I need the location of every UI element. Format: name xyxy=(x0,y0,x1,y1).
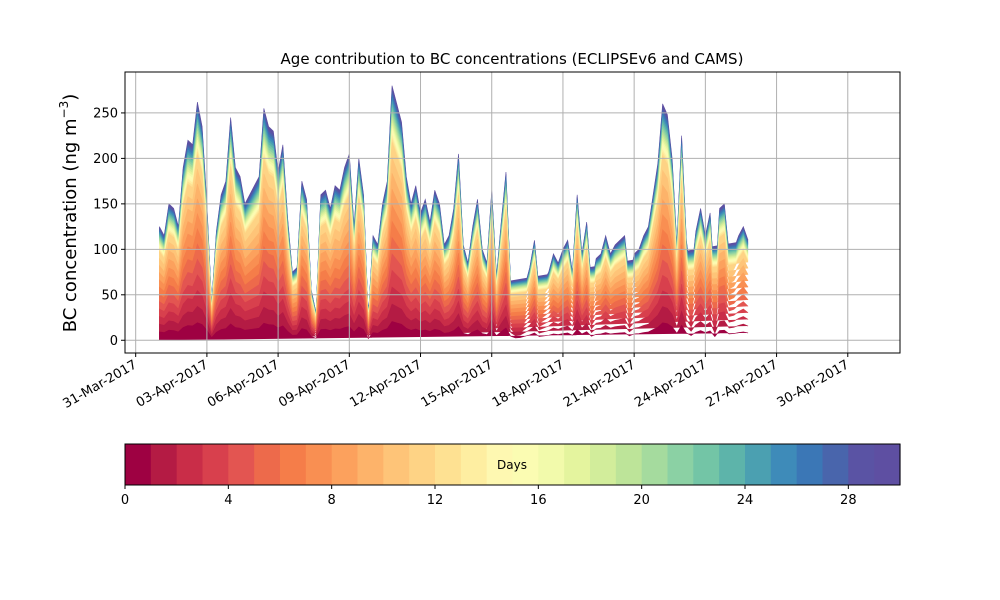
x-tick-label: 24-Apr-2017 xyxy=(632,357,709,410)
colorbar-cell xyxy=(305,444,333,485)
colorbar: Days 0 4 8 12 16 20 24 28 xyxy=(121,443,901,508)
colorbar-tick-label: 8 xyxy=(328,493,336,508)
x-tick-label: 15-Apr-2017 xyxy=(419,357,496,410)
age-band-0-1-days xyxy=(159,321,749,341)
colorbar-cell xyxy=(331,444,359,485)
colorbar-cell xyxy=(512,444,539,485)
colorbar-cell xyxy=(435,444,462,485)
y-tick-label: 150 xyxy=(93,197,118,212)
colorbar-cell xyxy=(486,444,514,485)
colorbar-cell xyxy=(641,444,669,485)
stacked-age-bands xyxy=(159,85,749,341)
x-tick-label: 03-Apr-2017 xyxy=(134,357,211,410)
colorbar-cell xyxy=(383,444,410,485)
colorbar-cell xyxy=(228,444,255,485)
colorbar-cell xyxy=(719,444,746,485)
gridlines xyxy=(125,72,900,353)
plot-frame xyxy=(124,71,901,354)
colorbar-cell xyxy=(667,444,694,485)
colorbar-cell xyxy=(874,444,901,485)
x-tick-label: 21-Apr-2017 xyxy=(561,357,638,410)
colorbar-tick-label: 16 xyxy=(530,493,547,508)
y-tick-label: 250 xyxy=(93,106,118,121)
y-axis-label-close: ) xyxy=(60,94,81,101)
colorbar-cell xyxy=(822,444,849,485)
colorbar-cell xyxy=(357,444,384,485)
colorbar-cell xyxy=(125,444,152,485)
colorbar-cell xyxy=(770,444,798,485)
colorbar-cell xyxy=(590,444,617,485)
x-axis-ticks: 31-Mar-201703-Apr-201706-Apr-201709-Apr-… xyxy=(61,353,852,412)
colorbar-cell xyxy=(460,444,488,485)
colorbar-cell xyxy=(280,444,307,485)
colorbar-label: Days xyxy=(497,458,527,472)
colorbar-tick-label: 0 xyxy=(121,493,129,508)
colorbar-cell xyxy=(254,444,281,485)
y-tick-label: 200 xyxy=(93,152,118,167)
x-tick-label: 18-Apr-2017 xyxy=(490,357,567,410)
colorbar-ticks: 0 4 8 12 16 20 24 28 xyxy=(121,485,857,508)
colorbar-tick-label: 28 xyxy=(840,493,857,508)
y-axis-label-superscript: −3 xyxy=(57,101,71,119)
colorbar-cell xyxy=(615,444,643,485)
colorbar-cell xyxy=(693,444,720,485)
colorbar-cell xyxy=(796,444,824,485)
colorbar-cell xyxy=(202,444,229,485)
y-axis-label-main: BC concentration (ng m xyxy=(60,118,81,332)
colorbar-cell xyxy=(409,444,436,485)
x-tick-label: 31-Mar-2017 xyxy=(61,357,140,411)
chart-title: Age contribution to BC concentrations (E… xyxy=(281,50,744,68)
y-axis-ticks: 0 50 100 150 200 250 xyxy=(93,106,125,349)
colorbar-tick-label: 20 xyxy=(633,493,650,508)
x-tick-label: 27-Apr-2017 xyxy=(703,357,780,410)
y-tick-label: 50 xyxy=(101,288,118,303)
x-tick-label: 30-Apr-2017 xyxy=(775,357,852,410)
y-tick-label: 0 xyxy=(110,334,118,349)
x-tick-label: 09-Apr-2017 xyxy=(276,357,353,410)
colorbar-tick-label: 4 xyxy=(224,493,232,508)
colorbar-cell xyxy=(176,444,204,485)
colorbar-cell xyxy=(745,444,772,485)
colorbar-cell xyxy=(538,444,565,485)
colorbar-cell xyxy=(150,444,178,485)
colorbar-cell xyxy=(564,444,591,485)
colorbar-frame xyxy=(124,443,901,486)
y-tick-label: 100 xyxy=(93,243,118,258)
colorbar-tick-label: 24 xyxy=(737,493,754,508)
x-tick-label: 06-Apr-2017 xyxy=(205,357,282,410)
colorbar-tick-label: 12 xyxy=(427,493,444,508)
y-axis-label: BC concentration (ng m−3) xyxy=(57,94,81,333)
colorbar-cell xyxy=(848,444,875,485)
plot-area: 0 50 100 150 200 250 31-Mar-201703-Apr-201706… xyxy=(61,71,901,412)
colorbar-cells xyxy=(125,444,901,485)
x-tick-label: 12-Apr-2017 xyxy=(347,357,424,410)
